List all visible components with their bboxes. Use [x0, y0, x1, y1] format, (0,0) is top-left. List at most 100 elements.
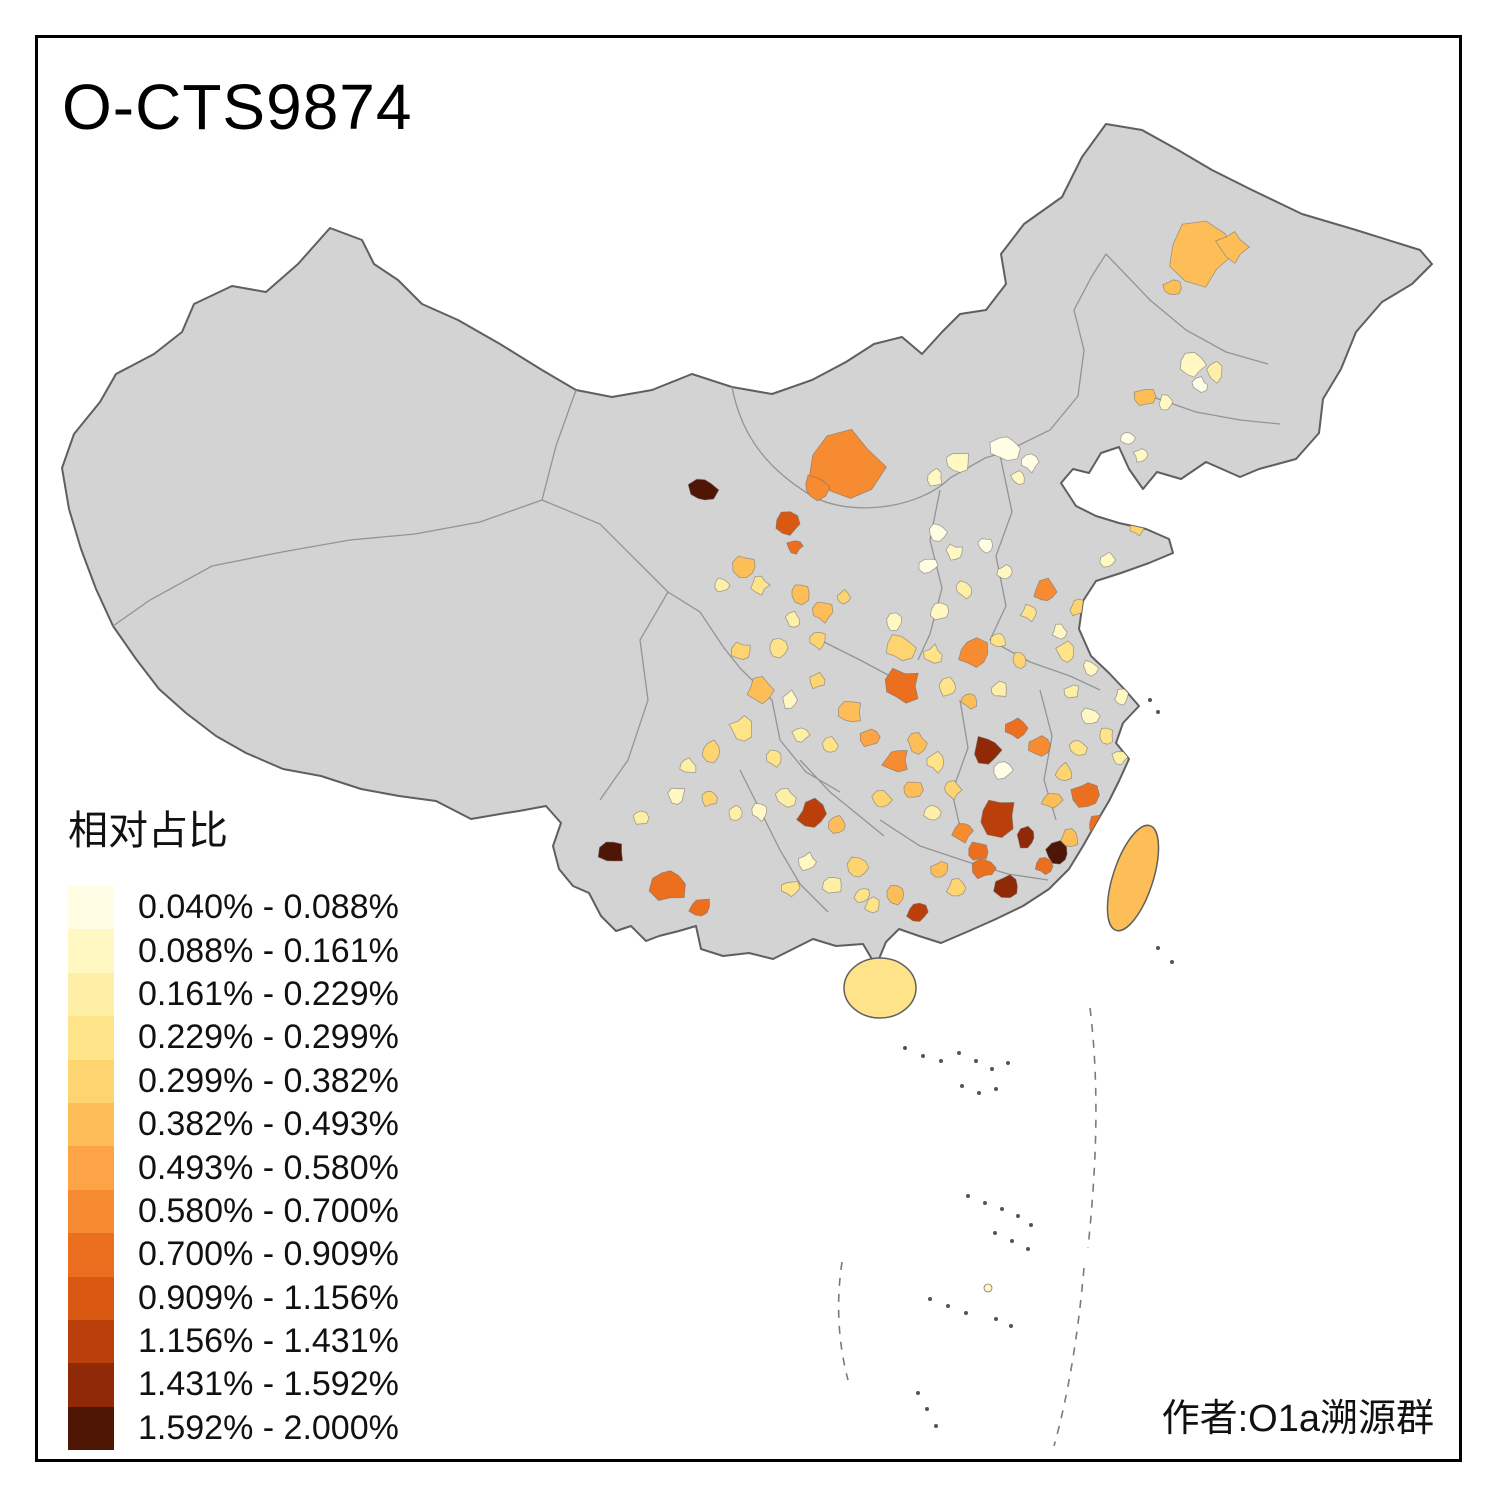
map-region — [679, 757, 697, 774]
taiwan-island — [1106, 824, 1160, 932]
legend-swatch — [68, 1146, 114, 1190]
map-region — [1016, 825, 1035, 849]
map-region — [597, 841, 624, 862]
map-region — [993, 874, 1018, 899]
map-region — [1027, 735, 1052, 757]
map-region — [632, 810, 650, 825]
map-region — [1132, 448, 1149, 463]
map-region — [927, 467, 943, 487]
map-region — [1019, 604, 1037, 623]
map-region — [885, 634, 917, 662]
sea-islet-dots — [903, 698, 1174, 1428]
map-region — [923, 805, 942, 821]
map-region — [1040, 793, 1064, 809]
map-region — [1124, 651, 1142, 668]
map-region — [1085, 621, 1103, 638]
map-region — [871, 790, 893, 808]
map-region — [796, 797, 827, 828]
author-credit: 作者:O1a溯源群 — [1161, 1398, 1434, 1440]
map-region — [881, 750, 908, 773]
map-region — [837, 701, 862, 723]
map-region — [780, 881, 801, 898]
legend-swatch — [68, 929, 114, 973]
map-region — [1089, 814, 1106, 840]
map-region — [974, 735, 1003, 765]
legend: 相对占比 0.040% - 0.088% 0.088% - 0.161% 0.161… — [68, 798, 498, 1451]
map-region — [886, 612, 903, 632]
legend-label: 0.299% - 0.382% — [138, 1061, 399, 1100]
legend-row: 0.580% - 0.700% — [68, 1189, 498, 1234]
map-region — [769, 638, 789, 659]
map-region — [1179, 351, 1208, 378]
map-region — [961, 693, 978, 710]
map-region — [786, 540, 804, 555]
map-region — [884, 667, 919, 704]
map-region — [782, 689, 798, 709]
map-region — [791, 584, 810, 606]
legend-swatch — [68, 1319, 114, 1364]
map-region — [1099, 551, 1117, 568]
legend-swatch — [68, 972, 114, 1017]
penghu-island — [983, 1283, 993, 1293]
map-region — [797, 851, 818, 872]
legend-title: 相对占比 — [68, 809, 228, 853]
map-region — [728, 715, 753, 742]
legend-swatch — [68, 886, 114, 930]
map-region — [923, 643, 943, 664]
legend-row: 1.592% - 2.000% — [68, 1406, 498, 1451]
map-region — [996, 564, 1013, 580]
map-region — [929, 602, 950, 621]
map-region — [774, 788, 797, 808]
map-region — [1063, 684, 1080, 699]
map-region — [968, 841, 989, 861]
map-region — [1214, 230, 1251, 264]
legend-row: 0.299% - 0.382% — [68, 1059, 498, 1103]
legend-label: 0.909% - 1.156% — [138, 1278, 399, 1317]
map-region — [930, 860, 949, 878]
map-region — [750, 575, 771, 596]
legend-label: 0.161% - 0.229% — [138, 974, 399, 1013]
legend-row: 0.493% - 0.580% — [68, 1146, 498, 1190]
map-region — [1004, 717, 1029, 740]
legend-row: 0.229% - 0.299% — [68, 1016, 498, 1060]
sea-dashed-line — [837, 1007, 1097, 1447]
map-region — [1020, 453, 1040, 474]
map-region — [1162, 279, 1182, 296]
map-region — [1158, 394, 1174, 411]
map-region — [1045, 840, 1068, 865]
map-region — [990, 633, 1006, 648]
map-region — [808, 428, 887, 499]
map-region — [701, 790, 718, 808]
map-region — [1099, 727, 1114, 745]
map-region — [1169, 220, 1234, 288]
map-region — [784, 610, 801, 628]
chart-title: O-CTS9874 — [62, 71, 413, 143]
map-region — [945, 452, 969, 473]
map-region — [993, 761, 1014, 780]
map-region — [859, 728, 881, 748]
map-region — [751, 802, 768, 823]
legend-label: 0.580% - 0.700% — [138, 1191, 399, 1230]
map-region — [926, 750, 945, 774]
province-borders — [112, 253, 1281, 913]
map-region — [1099, 840, 1118, 859]
map-region — [971, 858, 997, 880]
map-region — [903, 781, 924, 798]
map-region — [688, 898, 710, 917]
legend-row: 0.382% - 0.493% — [68, 1102, 498, 1147]
legend-label: 1.431% - 1.592% — [138, 1365, 399, 1404]
legend-label: 0.040% - 0.088% — [138, 888, 399, 927]
legend-swatch — [68, 1406, 114, 1451]
hainan-island — [843, 957, 917, 1019]
map-region — [1060, 828, 1079, 847]
map-region — [731, 641, 751, 660]
legend-swatch — [68, 1102, 114, 1147]
map-region — [980, 799, 1015, 839]
legend-swatch — [68, 1016, 114, 1060]
legend-label: 0.088% - 0.161% — [138, 931, 399, 970]
legend-swatch — [68, 1233, 114, 1277]
legend-swatch — [68, 1363, 114, 1407]
map-region — [1054, 761, 1072, 782]
map-region — [732, 555, 756, 578]
